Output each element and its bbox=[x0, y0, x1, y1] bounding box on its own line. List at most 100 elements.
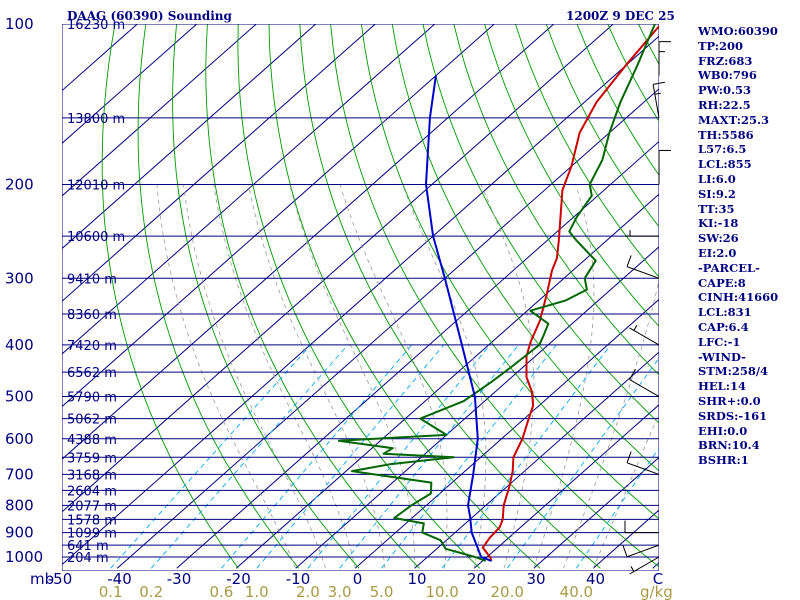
height-level-label: 10600 m bbox=[67, 230, 125, 245]
mixing-ratio-tick-label: 5.0 bbox=[370, 583, 394, 600]
dry-adiabat-line bbox=[514, 24, 659, 278]
height-level-label: 12010 m bbox=[67, 178, 125, 193]
height-level-label: 13800 m bbox=[67, 112, 125, 127]
wind-barb bbox=[629, 368, 660, 397]
parcel-profile-line bbox=[425, 75, 492, 562]
wind-barb bbox=[658, 149, 671, 185]
wind-barb bbox=[624, 520, 659, 534]
moist-adiabat-line bbox=[480, 184, 535, 569]
dry-adiabat-line bbox=[237, 24, 481, 569]
mixing-ratio-line bbox=[339, 344, 519, 569]
isotherm-line bbox=[176, 140, 659, 569]
pressure-tick-label: 800 bbox=[5, 496, 34, 514]
mixing-ratio-line bbox=[150, 344, 349, 569]
isotherm-line bbox=[62, 24, 436, 355]
sounding-index: FRZ:683 bbox=[698, 53, 753, 68]
height-level-label: 2604 m bbox=[67, 484, 117, 499]
isotherm-line bbox=[62, 24, 377, 302]
wind-barb bbox=[625, 230, 659, 237]
isotherm-line bbox=[116, 88, 659, 569]
sounding-index: SHR+:0.0 bbox=[698, 393, 761, 408]
pressure-tick-label: 600 bbox=[5, 430, 34, 448]
temperature-tick-label: 30 bbox=[526, 570, 545, 588]
dry-adiabat-line bbox=[172, 24, 360, 569]
isotherm-line bbox=[62, 35, 659, 566]
dry-adiabat-line bbox=[268, 24, 541, 569]
sounding-index: CAPE:8 bbox=[698, 275, 746, 290]
mixing-ratio-tick-label: 10.0 bbox=[425, 583, 458, 600]
dry-adiabat-line bbox=[137, 24, 300, 569]
dry-adiabat-line bbox=[484, 24, 659, 328]
sounding-index: EI:2.0 bbox=[698, 245, 737, 260]
sounding-index: CINH:41660 bbox=[698, 290, 779, 305]
mixing-ratio-line bbox=[221, 344, 413, 569]
sounding-index: L57:6.5 bbox=[698, 142, 747, 157]
temperature-tick-label: 20 bbox=[467, 570, 486, 588]
sounding-index: STM:258/4 bbox=[698, 364, 769, 379]
height-level-label: 1099 m bbox=[67, 527, 117, 542]
mixing-ratio-line bbox=[576, 447, 659, 569]
chart-title: DAAG (60390) Sounding bbox=[67, 9, 232, 23]
mixing-ratio-tick-label: 2.0 bbox=[296, 583, 320, 600]
height-level-label: 8360 m bbox=[67, 308, 117, 323]
height-level-label: 7420 m bbox=[67, 339, 117, 354]
isotherm-line bbox=[62, 24, 496, 408]
sounding-index: EHI:0.0 bbox=[698, 423, 748, 438]
moist-adiabat-line bbox=[183, 184, 326, 569]
height-level-label: 2077 m bbox=[67, 499, 117, 514]
mixing-ratio-tick-label: 0.2 bbox=[139, 583, 163, 600]
sounding-index: TT:35 bbox=[698, 201, 735, 216]
pressure-tick-label: 200 bbox=[5, 175, 34, 193]
dry-adiabat-line bbox=[453, 24, 659, 376]
moist-adiabat-line bbox=[563, 277, 659, 569]
sounding-index: LFC:-1 bbox=[698, 334, 741, 349]
mixing-ratio-line bbox=[110, 344, 312, 569]
temperature-unit-label: C bbox=[653, 570, 663, 588]
dry-adiabat-line bbox=[391, 24, 659, 472]
moist-adiabat-line bbox=[248, 184, 386, 569]
moist-adiabat-line bbox=[339, 184, 448, 569]
pressure-tick-label: 700 bbox=[5, 465, 34, 483]
temperature-tick-label: 10 bbox=[407, 570, 426, 588]
sounding-index: PW:0.53 bbox=[698, 83, 752, 98]
mixing-ratio-line bbox=[441, 344, 611, 569]
temperature-tick-label: 40 bbox=[586, 570, 605, 588]
sounding-index: WB0:796 bbox=[698, 68, 757, 83]
moist-adiabat-line bbox=[289, 184, 416, 569]
isotherm-line bbox=[533, 456, 659, 569]
wind-barb bbox=[626, 255, 660, 279]
moist-adiabat-line bbox=[402, 184, 487, 569]
dry-adiabat-line bbox=[793, 24, 800, 568]
sounding-index: BRN:10.4 bbox=[698, 438, 760, 453]
mixing-ratio-line bbox=[256, 344, 445, 569]
sounding-index: SI:9.2 bbox=[698, 186, 736, 201]
height-level-label: 5062 m bbox=[67, 413, 117, 428]
mixing-ratio-tick-label: 20.0 bbox=[490, 583, 523, 600]
height-level-label: 641 m bbox=[67, 539, 109, 554]
mixing-ratio-tick-label: 40.0 bbox=[560, 583, 593, 600]
isotherm-line bbox=[62, 24, 555, 460]
pressure-tick-label: 500 bbox=[5, 388, 34, 406]
mixing-ratio-tick-label: 3.0 bbox=[328, 583, 352, 600]
sounding-index: -PARCEL- bbox=[698, 260, 760, 275]
moist-adiabat-line bbox=[592, 412, 659, 569]
temperature-tick-label: -50 bbox=[48, 570, 73, 588]
sounding-index: BSHR:1 bbox=[698, 453, 749, 468]
mixing-ratio-line bbox=[506, 357, 659, 569]
sounding-index: WMO:60390 bbox=[698, 24, 778, 38]
sounding-index: TP:200 bbox=[698, 38, 744, 53]
sounding-index: CAP:6.4 bbox=[698, 319, 749, 334]
mixing-ratio-unit-label: g/kg bbox=[640, 583, 673, 600]
temperature-tick-label: -40 bbox=[107, 570, 132, 588]
isotherm-line bbox=[414, 351, 659, 569]
temperature-tick-label: -30 bbox=[167, 570, 192, 588]
mixing-ratio-tick-label: 1.0 bbox=[245, 583, 269, 600]
isotherm-line bbox=[354, 298, 659, 569]
sounding-index: HEL:14 bbox=[698, 379, 746, 394]
temperature-tick-label: -20 bbox=[226, 570, 251, 588]
mixing-ratio-tick-label: 0.6 bbox=[209, 583, 233, 600]
height-level-label: 16230 m bbox=[67, 18, 125, 33]
sounding-index: TH:5586 bbox=[698, 127, 754, 142]
height-level-label: 9410 m bbox=[67, 272, 117, 287]
isotherm-line bbox=[62, 24, 258, 197]
